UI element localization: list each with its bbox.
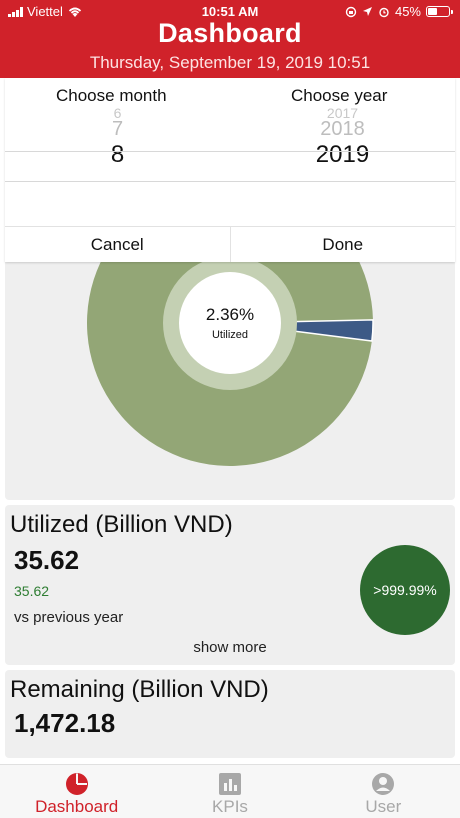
donut-caption: Utilized <box>212 329 248 341</box>
utilized-title: Utilized (Billion VND) <box>10 511 233 538</box>
carrier-name: Viettel <box>27 4 63 19</box>
wifi-icon <box>68 7 82 17</box>
utilization-donut-chart: 2.36% Utilized <box>87 258 374 466</box>
lock-rotation-icon <box>345 6 357 17</box>
month-wheel[interactable]: 6 7 8 <box>5 108 230 170</box>
status-time: 10:51 AM <box>201 4 259 19</box>
tab-dashboard[interactable]: Dashboard <box>0 765 153 818</box>
choose-month-label: Choose month <box>56 86 167 105</box>
tab-user[interactable]: User <box>307 765 460 818</box>
picker-selection-line-top <box>5 151 455 152</box>
year-option-faded[interactable]: 2017 <box>326 108 359 118</box>
picker-selection-line-bottom <box>5 181 455 182</box>
remaining-value: 1,472.18 <box>14 708 116 738</box>
remaining-card[interactable]: Remaining (Billion VND) 1,472.18 <box>5 670 455 758</box>
page-title: Dashboard <box>158 18 302 48</box>
change-percent-badge: >999.99% <box>360 545 450 635</box>
tab-label-dashboard: Dashboard <box>35 797 119 816</box>
utilized-value: 35.62 <box>14 545 80 575</box>
month-option-previous[interactable]: 7 <box>111 118 124 140</box>
tab-label-user: User <box>365 797 402 816</box>
alarm-icon <box>379 7 389 17</box>
picker-actions: Cancel Done <box>5 226 455 262</box>
bar-chart-icon <box>218 773 241 795</box>
donut-percent-label: 2.36% <box>206 305 254 324</box>
done-button[interactable]: Done <box>322 235 364 254</box>
bottom-tab-bar: Dashboard KPIs User <box>0 764 460 818</box>
choose-year-label: Choose year <box>291 86 388 105</box>
year-wheel[interactable]: 2017 2018 2019 <box>230 108 455 170</box>
cancel-button[interactable]: Cancel <box>5 227 231 262</box>
user-icon <box>372 773 395 795</box>
battery-icon <box>426 6 453 17</box>
battery-percent: 45% <box>394 4 421 19</box>
remaining-title: Remaining (Billion VND) <box>10 676 269 703</box>
utilized-previous-value: 35.62 <box>14 583 50 599</box>
location-icon <box>362 7 372 16</box>
vs-previous-year-label: vs previous year <box>14 609 124 626</box>
utilized-card[interactable]: Utilized (Billion VND) 35.62 35.62 vs pr… <box>5 505 455 665</box>
year-option-previous[interactable]: 2018 <box>320 118 365 140</box>
month-year-picker: Choose month Choose year 6 7 8 2017 2018… <box>5 78 455 262</box>
tab-kpis[interactable]: KPIs <box>153 765 306 818</box>
donut-chart-card: 2.36% Utilized <box>5 258 455 500</box>
status-bar: Viettel 10:51 AM 45% <box>0 0 460 22</box>
tab-label-kpis: KPIs <box>212 797 248 816</box>
pie-chart-icon <box>65 773 88 795</box>
signal-icon <box>8 6 23 17</box>
show-more-link[interactable]: show more <box>193 639 267 656</box>
year-option-selected[interactable]: 2019 <box>315 141 370 168</box>
month-option-faded[interactable]: 6 <box>113 108 122 118</box>
month-option-selected[interactable]: 8 <box>110 141 125 168</box>
page-subtitle-datetime: Thursday, September 19, 2019 10:51 <box>89 53 371 72</box>
app-header: Viettel 10:51 AM 45% Dashboard Thursday,… <box>0 0 460 78</box>
donut-center <box>179 272 281 374</box>
